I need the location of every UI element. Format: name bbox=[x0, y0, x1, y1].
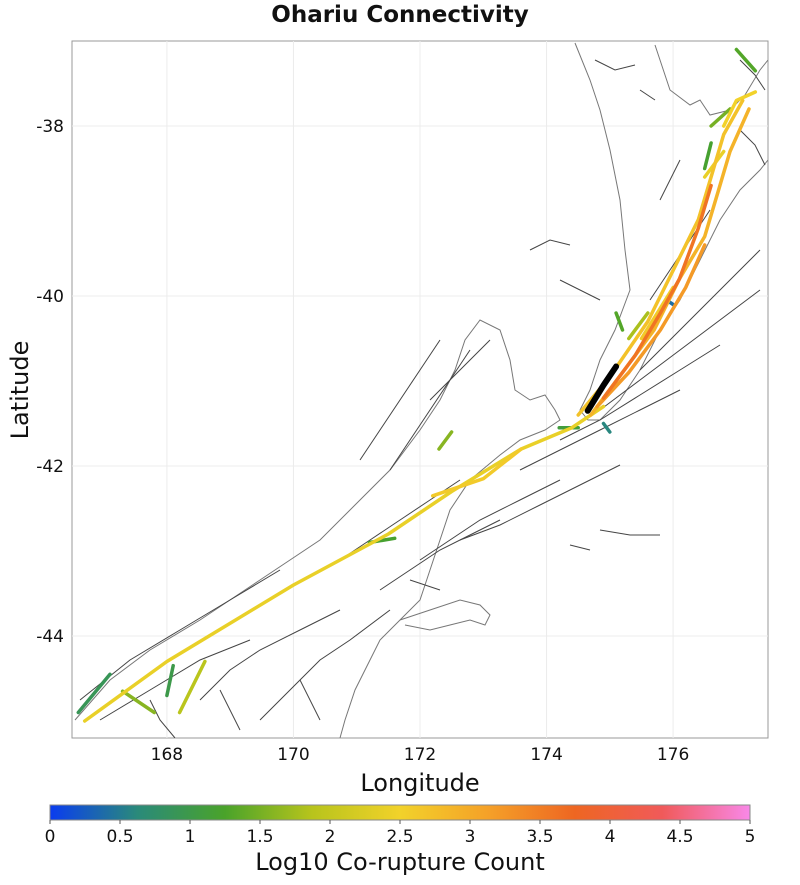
rupture-trace[interactable] bbox=[177, 659, 207, 715]
colorbar-ticks: 0 0.5 1 1.5 2 2.5 3 3.5 4 4.5 5 bbox=[45, 820, 756, 847]
colorbar bbox=[49, 804, 751, 821]
y-tick-label: -44 bbox=[36, 627, 64, 647]
rupture-trace[interactable] bbox=[165, 663, 175, 698]
rupture-trace[interactable] bbox=[721, 90, 758, 128]
coastline-banks-peninsula bbox=[399, 599, 491, 631]
y-axis-label: Latitude bbox=[6, 341, 34, 440]
x-tick-label: 174 bbox=[530, 745, 562, 765]
colorbar-tick-label: 1 bbox=[185, 827, 196, 847]
rupture-trace[interactable] bbox=[627, 311, 650, 341]
rupture-trace[interactable] bbox=[614, 311, 625, 332]
rupture-trace[interactable] bbox=[639, 285, 675, 341]
y-axis-ticks: -38 -40 -42 -44 bbox=[36, 117, 64, 647]
colorbar-tick-label: 3 bbox=[465, 827, 476, 847]
rupture-trace[interactable] bbox=[120, 689, 157, 715]
rupture-trace[interactable] bbox=[437, 430, 454, 451]
colorbar-label: Log10 Co-rupture Count bbox=[255, 848, 545, 876]
coastline-north-island-east bbox=[654, 44, 768, 116]
y-tick-label: -40 bbox=[36, 287, 64, 307]
coastline-south-island bbox=[74, 319, 561, 738]
colorbar-tick-label: 3.5 bbox=[526, 827, 553, 847]
grid-lines bbox=[72, 41, 768, 738]
rupture-trace[interactable] bbox=[734, 47, 758, 73]
y-tick-label: -38 bbox=[36, 117, 64, 137]
colorbar-tick-label: 4 bbox=[605, 827, 616, 847]
fault-network bbox=[79, 59, 766, 738]
x-tick-label: 168 bbox=[151, 745, 183, 765]
x-tick-label: 172 bbox=[404, 745, 436, 765]
colorbar-tick-label: 0 bbox=[45, 827, 56, 847]
chart-title: Ohariu Connectivity bbox=[271, 2, 529, 28]
rupture-trace[interactable] bbox=[76, 672, 112, 715]
rupture-trace[interactable] bbox=[702, 141, 713, 171]
rupture-traces bbox=[76, 47, 758, 723]
colorbar-tick-label: 0.5 bbox=[106, 827, 133, 847]
x-axis-ticks: 168 170 172 174 176 bbox=[151, 745, 690, 765]
rupture-trace[interactable] bbox=[595, 243, 707, 409]
x-axis-label: Longitude bbox=[360, 769, 479, 797]
colorbar-tick-label: 2 bbox=[325, 827, 336, 847]
rupture-trace[interactable] bbox=[82, 404, 606, 723]
colorbar-tick-label: 4.5 bbox=[666, 827, 693, 847]
rupture-trace[interactable] bbox=[601, 183, 713, 400]
x-tick-label: 176 bbox=[657, 745, 689, 765]
rupture-trace[interactable] bbox=[709, 107, 732, 128]
rupture-trace[interactable] bbox=[430, 447, 523, 498]
rupture-trace[interactable] bbox=[601, 421, 612, 434]
colorbar-tick-label: 1.5 bbox=[246, 827, 273, 847]
x-tick-label: 170 bbox=[277, 745, 309, 765]
coastline-north-island bbox=[574, 42, 768, 421]
source-fault-ohariu[interactable] bbox=[584, 363, 620, 414]
colorbar-tick-label: 5 bbox=[745, 827, 756, 847]
colorbar-tick-label: 2.5 bbox=[386, 827, 413, 847]
y-tick-label: -42 bbox=[36, 457, 64, 477]
